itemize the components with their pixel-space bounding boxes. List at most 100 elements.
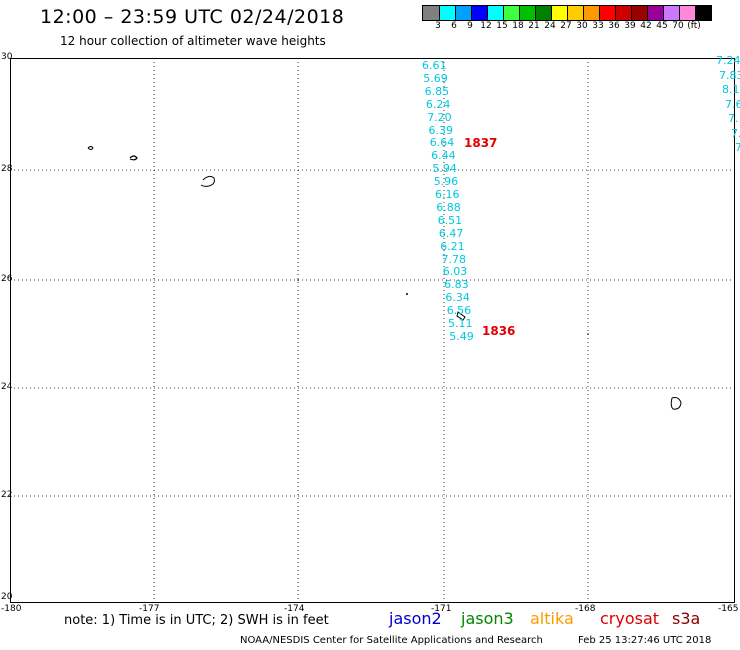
island-6 [406, 293, 408, 295]
wave-height-value: 6.16 [435, 188, 460, 201]
colorbar-label: 3 [435, 21, 441, 31]
colorbar-label: 33 [592, 21, 604, 31]
satellite-legend-s3a: s3a [672, 609, 701, 628]
colorbar-label: 15 [496, 21, 508, 31]
latitude-label: 30 [1, 52, 13, 62]
pass-label-1836: 1836 [482, 324, 516, 338]
colorbar-label: 24 [544, 21, 556, 31]
satellite-legend-jason2: jason2 [389, 609, 442, 628]
colorbar-swatch [423, 6, 439, 20]
colorbar-label: 42 [640, 21, 652, 31]
wave-height-value: 6.51 [437, 213, 463, 227]
edge-wave-height-value: 7 [735, 141, 740, 154]
island-1 [87, 146, 94, 150]
wave-height-value: 6.24 [425, 97, 451, 111]
edge-wave-height-value: 7. [728, 112, 739, 125]
island-2 [129, 155, 138, 161]
wave-height-value: 6.39 [428, 123, 454, 137]
wave-height-value: 6.64 [429, 136, 455, 150]
satellite-legend-altika: altika [530, 609, 574, 628]
wave-height-value: 6.44 [431, 149, 456, 163]
colorbar-label: 9 [467, 21, 473, 31]
wave-height-value: 6.03 [442, 265, 468, 279]
wave-height-value: 6.85 [424, 84, 450, 98]
colorbar-swatch [535, 6, 551, 20]
colorbar-label: 45 [656, 21, 668, 31]
island-outlines [87, 146, 682, 410]
colorbar-swatch [471, 6, 487, 20]
longitude-label: -165 [718, 604, 739, 614]
edge-wave-height-value: 7.83 [719, 68, 740, 82]
lat-lon-gridlines [10, 58, 735, 603]
wave-height-value: 5.11 [448, 317, 473, 330]
island-8 [297, 279, 299, 281]
colorbar-label: 18 [512, 21, 524, 31]
edge-wave-height-value: 8.1 [722, 83, 740, 96]
longitude-label: -174 [284, 604, 305, 614]
colorbar-swatch [519, 6, 535, 20]
latitude-label: 22 [1, 490, 13, 500]
colorbar-swatch [551, 6, 567, 20]
colorbar-swatch [583, 6, 599, 20]
satellite-legend-jason3: jason3 [461, 609, 514, 628]
latitude-label: 26 [1, 274, 13, 284]
pass-label-1837: 1837 [464, 136, 498, 150]
colorbar-label: 30 [576, 21, 588, 31]
edge-wave-height-value: 7. [731, 126, 740, 140]
longitude-label: -171 [431, 604, 452, 614]
colorbar-label: (ft) [687, 21, 701, 31]
colorbar-swatch [599, 6, 615, 20]
credit-line: NOAA/NESDIS Center for Satellite Applica… [240, 635, 543, 646]
map-title: 12:00 – 23:59 UTC 02/24/2018 [40, 6, 345, 28]
wave-height-value: 6.47 [438, 226, 464, 240]
colorbar-swatch [695, 6, 711, 20]
colorbar-swatch [647, 6, 663, 20]
colorbar-label: 36 [608, 21, 620, 31]
wave-height-value: 6.21 [440, 239, 465, 253]
island-5 [670, 397, 682, 410]
colorbar-swatch [455, 6, 471, 20]
wave-height-value: 6.83 [444, 278, 469, 292]
wave-height-value: 7.20 [427, 110, 452, 124]
colorbar-swatch [679, 6, 695, 20]
colorbar-swatch [615, 6, 631, 20]
satellite-legend-cryosat: cryosat [600, 609, 660, 628]
colorbar-swatch [631, 6, 647, 20]
colorbar-label: 70 [672, 21, 684, 31]
wave-height-colorbar [422, 5, 712, 21]
wave-height-value: 7.78 [441, 252, 467, 266]
latitude-label: 24 [1, 382, 13, 392]
wave-height-value: 6.88 [436, 200, 461, 214]
latitude-label: 20 [1, 592, 13, 602]
colorbar-swatch [663, 6, 679, 20]
colorbar-swatch [439, 6, 455, 20]
island-4 [456, 311, 466, 321]
colorbar-swatch [503, 6, 519, 20]
generated-timestamp: Feb 25 13:27:46 UTC 2018 [578, 635, 712, 646]
longitude-label: -177 [139, 604, 160, 614]
wave-height-value: 5.69 [423, 71, 448, 85]
colorbar-label: 21 [528, 21, 540, 31]
latitude-label: 28 [1, 164, 13, 174]
wave-height-value: 5.49 [449, 329, 474, 343]
longitude-label: -168 [575, 604, 596, 614]
map-plot-area [10, 58, 735, 603]
colorbar-label: 6 [451, 21, 457, 31]
wave-height-value: 5.94 [432, 162, 457, 176]
wave-height-value: 6.34 [445, 291, 470, 305]
edge-wave-height-value: 7.24 [716, 54, 740, 67]
wave-height-value: 6.56 [446, 304, 472, 318]
footer-note: note: 1) Time is in UTC; 2) SWH is in fe… [64, 613, 329, 628]
colorbar-label: 27 [560, 21, 572, 31]
longitude-label: -180 [1, 604, 22, 614]
colorbar-label: 39 [624, 21, 636, 31]
colorbar-swatch [487, 6, 503, 20]
island-3 [200, 175, 215, 187]
edge-wave-height-value: 7.6 [725, 97, 740, 111]
colorbar-label: 12 [480, 21, 492, 31]
island-7 [587, 333, 589, 335]
map-subtitle: 12 hour collection of altimeter wave hei… [60, 34, 326, 48]
wave-height-value: 6.61 [422, 59, 447, 72]
wave-height-value: 5.96 [433, 175, 459, 189]
